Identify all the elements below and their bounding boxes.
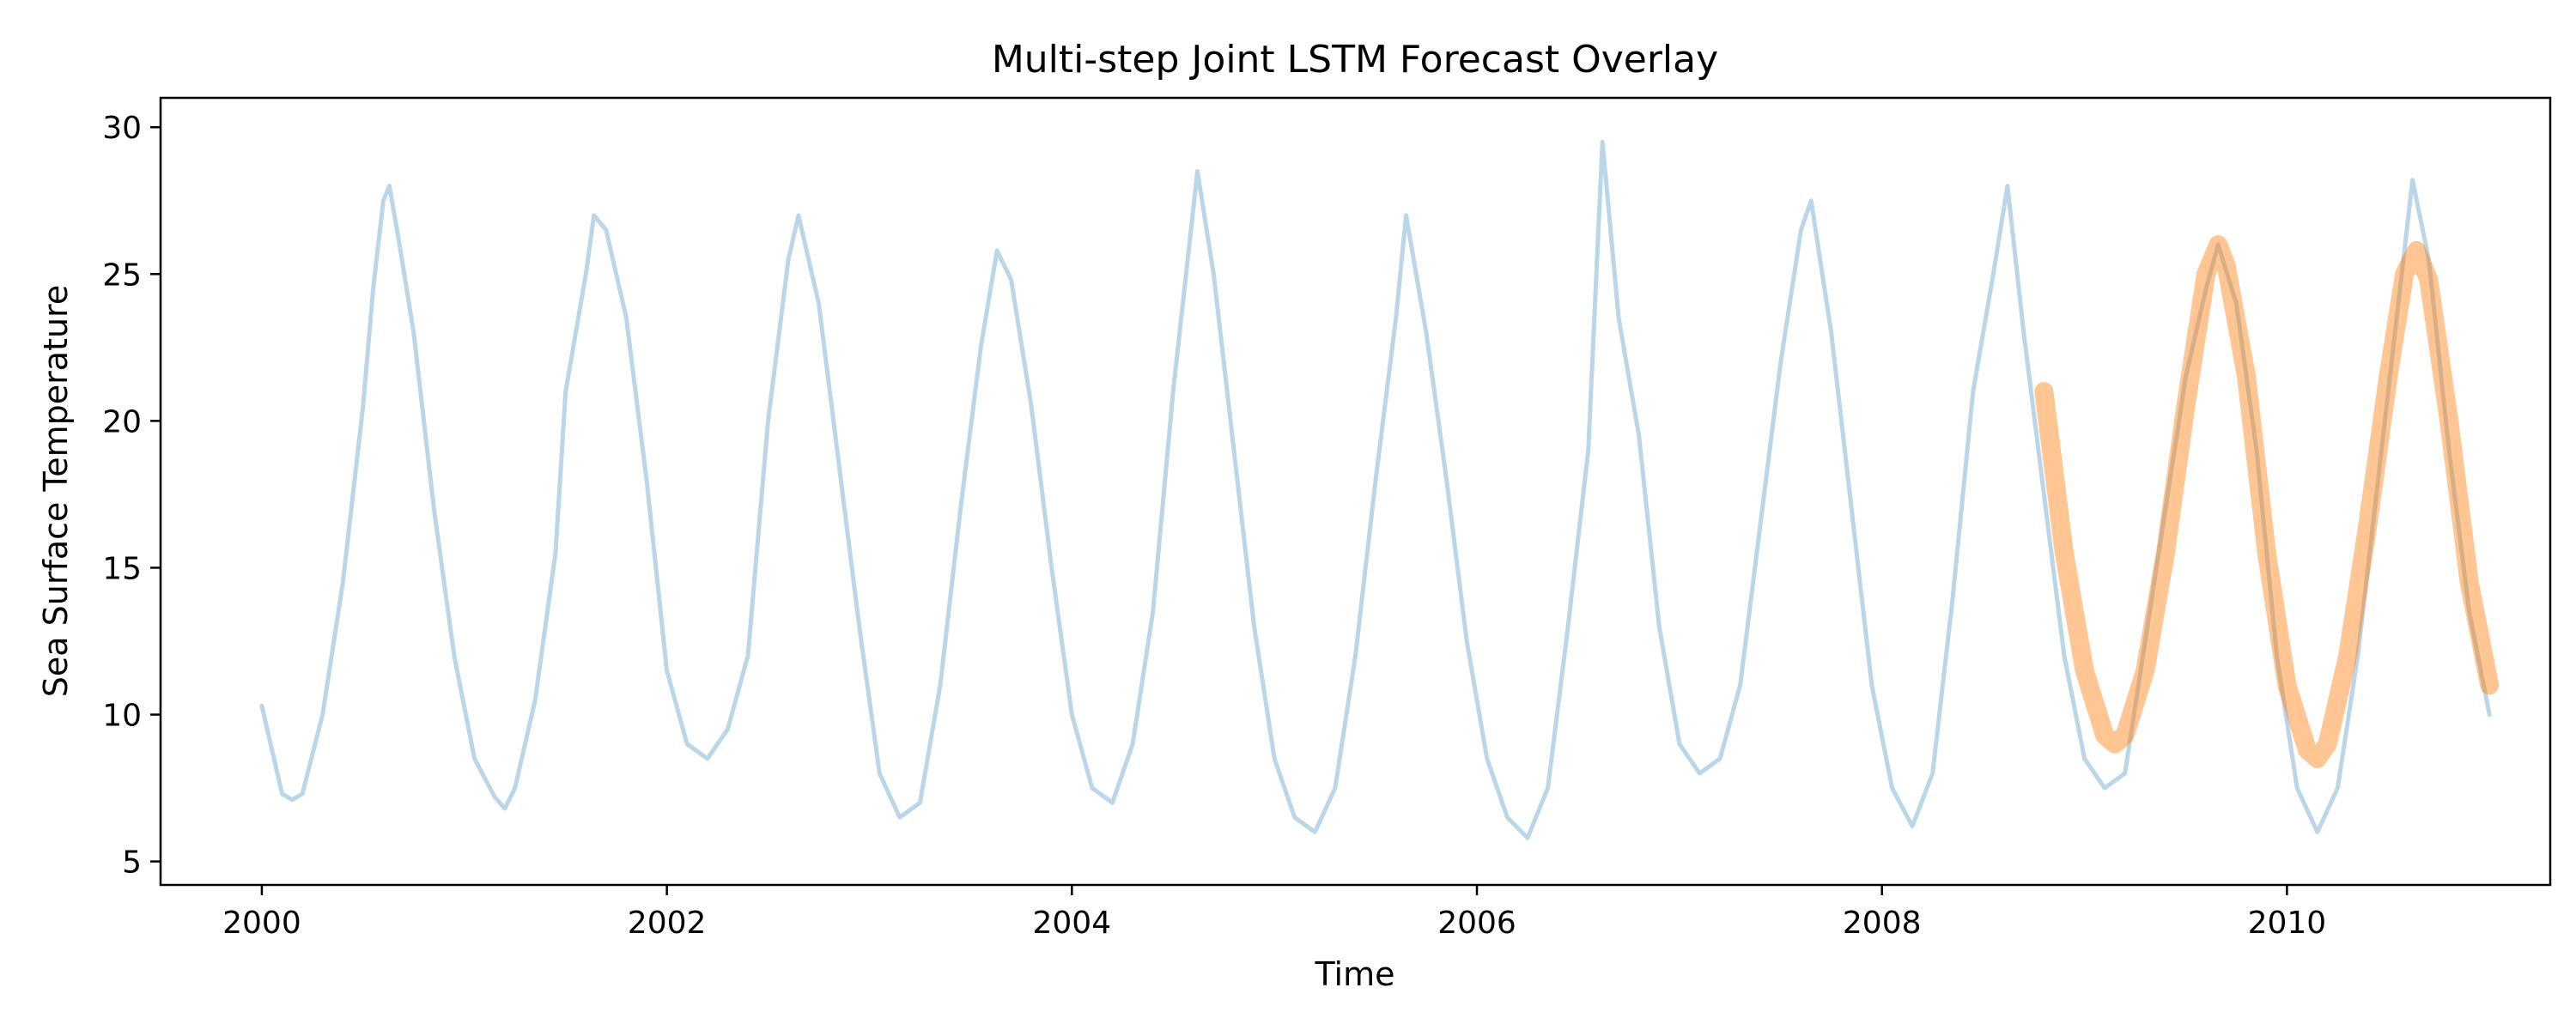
y-tick-label: 10 — [102, 699, 142, 734]
x-tick-label: 2000 — [222, 906, 301, 941]
observed-series-line — [259, 139, 2492, 840]
y-tick-label: 15 — [102, 551, 142, 586]
x-tick-label: 2008 — [1843, 906, 1922, 941]
y-tick-label: 25 — [102, 258, 142, 293]
y-tick-label: 20 — [102, 404, 142, 439]
y-axis: 5 10 15 20 25 30 — [102, 111, 161, 881]
forecast-series-line — [2034, 235, 2500, 768]
x-axis-label: Time — [1315, 955, 1395, 993]
plot-area — [259, 139, 2500, 840]
x-tick-label: 2006 — [1437, 906, 1516, 941]
x-tick-label: 2004 — [1033, 906, 1112, 941]
y-tick-label: 5 — [122, 845, 142, 881]
x-axis: 2000 2002 2004 2006 2008 2010 — [222, 885, 2326, 941]
x-tick-label: 2002 — [628, 906, 707, 941]
y-axis-label: Sea Surface Temperature — [37, 285, 75, 697]
y-tick-label: 30 — [102, 111, 142, 146]
axes-frame — [159, 96, 2552, 887]
chart-title: Multi-step Joint LSTM Forecast Overlay — [992, 38, 1718, 82]
x-tick-label: 2010 — [2248, 906, 2327, 941]
